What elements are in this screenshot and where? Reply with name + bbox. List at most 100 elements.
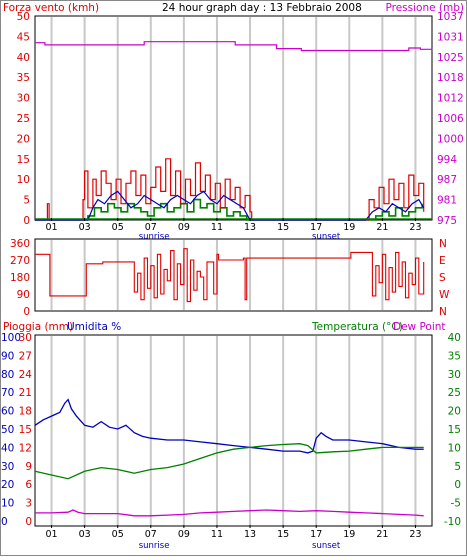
wind-direction-line <box>35 248 425 303</box>
wind-direction-grid <box>50 240 417 310</box>
humidity-temp-plot-area <box>34 334 433 527</box>
wind-tick-label: 40 <box>17 52 30 64</box>
pressure-tick-label: 987 <box>437 174 457 186</box>
humidity-tick-label: 40 <box>1 442 14 454</box>
dewpoint-axis-label: Dew Point <box>393 321 446 333</box>
wind-pressure-plot-area <box>34 15 433 221</box>
temperature-tick-label: 15 <box>448 424 461 436</box>
wind-direction-plot-area <box>34 238 433 312</box>
rain-tick-label: 24 <box>19 369 33 381</box>
rain-tick-label: 30 <box>19 332 32 344</box>
humidity-line <box>34 398 424 454</box>
wind-gust-line <box>35 158 425 221</box>
temperature-axis-label: Temperatura (°C) <box>311 321 403 333</box>
x-tick-label: 07 <box>145 222 157 233</box>
temperature-tick-label: 5 <box>454 461 461 473</box>
x-tick-label: 03 <box>79 529 91 540</box>
compass-tick-label: S <box>439 272 446 284</box>
temperature-tick-label: 10 <box>448 442 461 454</box>
temperature-tick-label: 40 <box>448 332 461 344</box>
rain-tick-label: 18 <box>19 406 32 418</box>
x-tick-label: 05 <box>112 222 124 233</box>
pressure-tick-label: 1006 <box>437 113 464 125</box>
temperature-tick-label: 25 <box>448 387 461 399</box>
rain-tick-label: 6 <box>25 479 32 491</box>
sunset-marker: sunset <box>312 541 341 551</box>
pressure-tick-label: 975 <box>437 215 457 227</box>
humidity-tick-label: 0 <box>1 516 8 528</box>
x-tick-label: 11 <box>211 529 223 540</box>
rain-tick-label: 21 <box>19 387 32 399</box>
x-tick-label: 23 <box>409 222 421 233</box>
humidity-tick-label: 60 <box>1 406 14 418</box>
x-tick-label: 11 <box>211 222 223 233</box>
wind-tick-label: 10 <box>17 174 30 186</box>
rain-tick-label: 12 <box>19 442 32 454</box>
x-tick-label: 13 <box>244 222 256 233</box>
temperature-line <box>34 443 424 480</box>
wind-green-line <box>35 198 423 221</box>
compass-tick-label: N <box>439 306 447 318</box>
pressure-axis-label: Pressione (mb) <box>385 2 464 14</box>
wind-pressure-ticks: 0510152025303540455097598198799410001006… <box>17 11 464 242</box>
x-tick-label: 19 <box>343 529 355 540</box>
humidity-tick-label: 20 <box>1 479 14 491</box>
pressure-tick-label: 1018 <box>437 72 464 84</box>
x-tick-label: 01 <box>45 529 57 540</box>
wind-pressure-series <box>35 41 433 221</box>
wind-tick-label: 20 <box>17 133 30 145</box>
temperature-tick-label: 20 <box>448 406 461 418</box>
humidity-tick-label: 80 <box>1 369 14 381</box>
compass-tick-label: W <box>439 289 450 301</box>
x-tick-label: 23 <box>409 529 421 540</box>
wind-tick-label: 50 <box>17 11 30 23</box>
direction-tick-label: 0 <box>23 306 30 318</box>
wind-average-line <box>35 190 425 221</box>
x-tick-label: 21 <box>376 222 388 233</box>
x-tick-label: 19 <box>343 222 355 233</box>
x-tick-label: 01 <box>45 222 57 233</box>
rain-tick-label: 15 <box>19 424 32 436</box>
humidity-tick-label: 50 <box>1 424 14 436</box>
wind-tick-label: 15 <box>17 154 30 166</box>
rain-tick-label: 27 <box>19 350 32 362</box>
humidity-tick-label: 100 <box>1 332 21 344</box>
x-tick-label: 09 <box>178 529 190 540</box>
pressure-tick-label: 1000 <box>437 133 464 145</box>
wind-tick-label: 0 <box>23 215 30 227</box>
x-tick-label: 05 <box>112 529 124 540</box>
wind-direction-series <box>35 248 425 303</box>
temperature-tick-label: 0 <box>454 479 461 491</box>
x-tick-label: 17 <box>310 222 322 233</box>
pressure-tick-label: 994 <box>437 154 457 166</box>
graph-title: 24 hour graph day : 13 Febbraio 2008 <box>162 2 362 14</box>
pressure-tick-label: 1037 <box>437 11 464 23</box>
dewpoint-line <box>35 509 424 517</box>
temperature-tick-label: -5 <box>451 498 461 510</box>
wind-tick-label: 25 <box>17 113 30 125</box>
x-tick-label: 17 <box>310 529 322 540</box>
x-tick-label: 03 <box>79 222 91 233</box>
wind-tick-label: 30 <box>17 93 30 105</box>
pressure-tick-label: 1025 <box>437 52 464 64</box>
rain-axis-label: Pioggia (mm) <box>3 321 73 333</box>
compass-tick-label: E <box>439 255 446 267</box>
humidity-tick-label: 30 <box>1 461 14 473</box>
humidity-temp-grid <box>50 336 417 525</box>
wind-tick-label: 35 <box>17 72 30 84</box>
temperature-tick-label: 35 <box>448 350 461 362</box>
compass-tick-label: N <box>439 238 447 250</box>
pressure-tick-label: 981 <box>437 195 457 207</box>
sunrise-marker: sunrise <box>139 541 170 551</box>
pressure-tick-label: 1012 <box>437 93 464 105</box>
rain-tick-label: 9 <box>25 461 32 473</box>
temperature-tick-label: -10 <box>444 516 461 528</box>
rain-tick-label: 0 <box>25 516 32 528</box>
pressure-tick-label: 1031 <box>437 31 464 43</box>
direction-tick-label: 270 <box>10 255 30 267</box>
humidity-tick-label: 70 <box>1 387 14 399</box>
x-tick-label: 09 <box>178 222 190 233</box>
wind-tick-label: 5 <box>23 195 30 207</box>
